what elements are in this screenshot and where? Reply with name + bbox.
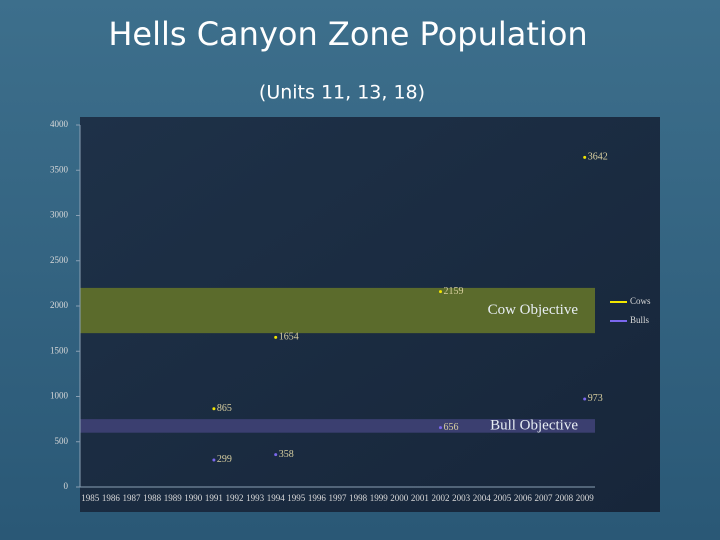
data-point bbox=[274, 335, 278, 339]
data-label: 1654 bbox=[279, 332, 299, 343]
data-label: 973 bbox=[588, 393, 603, 404]
x-tick-label: 2005 bbox=[493, 493, 512, 503]
y-tick-label: 2500 bbox=[50, 255, 69, 265]
data-point bbox=[583, 155, 587, 159]
data-label: 3642 bbox=[588, 152, 608, 163]
legend-label: Cows bbox=[630, 296, 651, 306]
x-tick-label: 2006 bbox=[514, 493, 533, 503]
data-point bbox=[212, 458, 216, 462]
y-tick-label: 3500 bbox=[50, 164, 69, 174]
x-tick-label: 2002 bbox=[432, 493, 450, 503]
x-tick-label: 1995 bbox=[287, 493, 306, 503]
x-tick-label: 1997 bbox=[329, 493, 348, 503]
y-tick-label: 2000 bbox=[50, 300, 69, 310]
chart-subtitle: (Units 11, 13, 18) bbox=[259, 82, 425, 104]
data-label: 865 bbox=[217, 403, 232, 414]
x-tick-label: 1988 bbox=[143, 493, 162, 503]
data-label: 358 bbox=[279, 449, 294, 460]
x-tick-label: 1994 bbox=[267, 493, 286, 503]
x-tick-label: 1985 bbox=[81, 493, 100, 503]
y-tick-label: 0 bbox=[64, 481, 69, 491]
y-tick-label: 3000 bbox=[50, 210, 69, 220]
x-tick-label: 2003 bbox=[452, 493, 471, 503]
objective-band bbox=[80, 419, 595, 433]
band-label: Bull Objective bbox=[490, 417, 578, 433]
x-tick-label: 1993 bbox=[246, 493, 265, 503]
y-tick-label: 4000 bbox=[50, 119, 69, 129]
x-tick-label: 1987 bbox=[123, 493, 142, 503]
data-point bbox=[212, 407, 216, 411]
x-tick-label: 2001 bbox=[411, 493, 429, 503]
x-tick-label: 1998 bbox=[349, 493, 368, 503]
data-label: 656 bbox=[444, 422, 459, 433]
x-tick-label: 1990 bbox=[184, 493, 203, 503]
x-tick-label: 1989 bbox=[164, 493, 183, 503]
data-point bbox=[439, 426, 442, 430]
legend-label: Bulls bbox=[630, 315, 650, 325]
data-label: 2159 bbox=[444, 286, 464, 297]
objective-band bbox=[80, 287, 595, 334]
data-point bbox=[274, 453, 278, 457]
x-tick-label: 2009 bbox=[576, 493, 595, 503]
x-tick-label: 1992 bbox=[226, 493, 244, 503]
x-tick-label: 2004 bbox=[473, 493, 492, 503]
x-tick-label: 1991 bbox=[205, 493, 223, 503]
y-tick-label: 1000 bbox=[50, 391, 69, 401]
data-label: 299 bbox=[217, 454, 232, 465]
x-tick-label: 1986 bbox=[102, 493, 121, 503]
y-tick-label: 1500 bbox=[50, 345, 69, 355]
data-point bbox=[439, 290, 442, 294]
x-tick-label: 2000 bbox=[390, 493, 409, 503]
data-point bbox=[583, 397, 587, 401]
y-tick-label: 500 bbox=[55, 436, 69, 446]
x-tick-label: 2007 bbox=[535, 493, 554, 503]
chart-title: Hells Canyon Zone Population bbox=[108, 15, 587, 53]
x-tick-label: 2008 bbox=[555, 493, 574, 503]
band-label: Cow Objective bbox=[488, 302, 579, 318]
x-tick-label: 1996 bbox=[308, 493, 327, 503]
x-tick-label: 1999 bbox=[370, 493, 389, 503]
